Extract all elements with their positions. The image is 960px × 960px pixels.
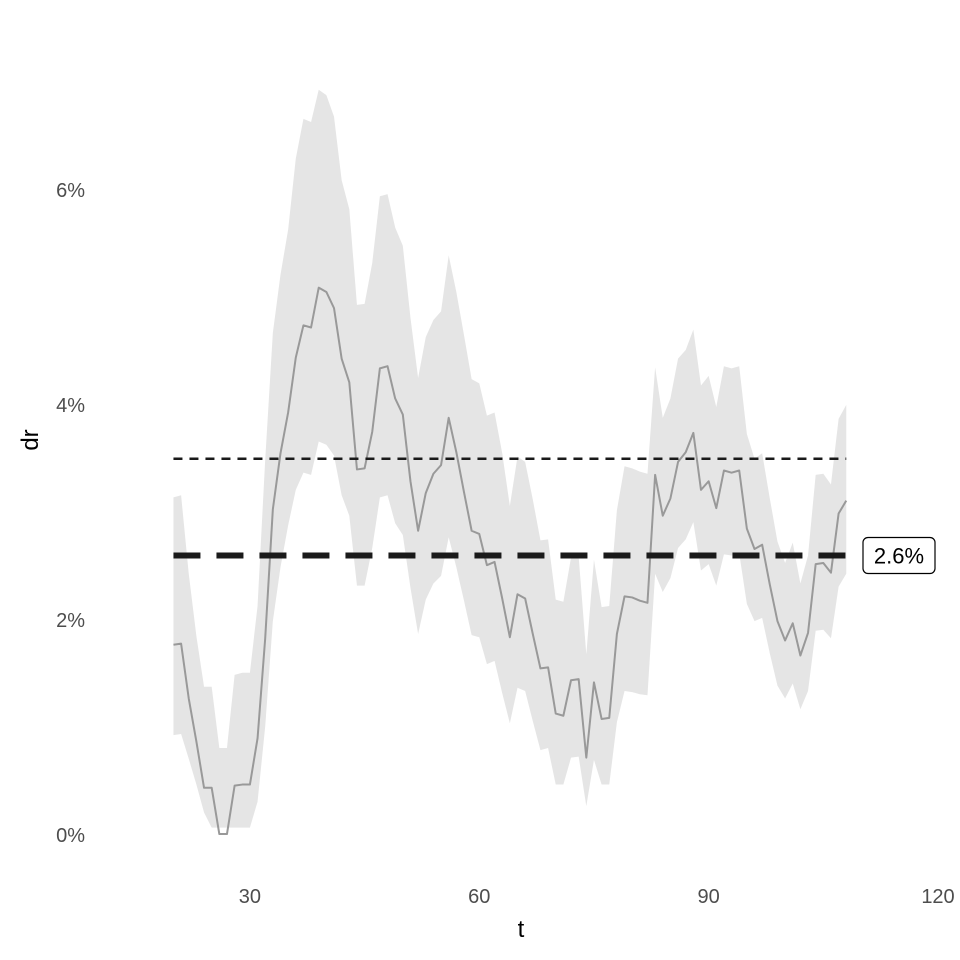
x-tick-label: 120: [921, 886, 954, 908]
x-axis-title: t: [518, 916, 525, 943]
reference-lines-layer: [173, 457, 847, 559]
x-axis-ticks: 30 60 90 120: [239, 886, 955, 908]
y-tick-label: 6%: [56, 180, 85, 202]
confidence-band: [173, 89, 847, 828]
series-line-layer: [173, 286, 848, 836]
reference-label-text: 2.6%: [874, 543, 924, 568]
y-tick-label: 4%: [56, 395, 85, 417]
reference-end-label: 2.6%: [862, 536, 936, 575]
x-tick-label: 60: [468, 886, 490, 908]
confidence-band-layer: [173, 89, 847, 828]
series-line: [173, 286, 848, 836]
reference-label-box: [862, 536, 936, 575]
y-tick-label: 0%: [56, 825, 85, 847]
x-tick-label: 30: [239, 886, 261, 908]
y-tick-label: 2%: [56, 610, 85, 632]
x-tick-label: 90: [698, 886, 720, 908]
y-axis-ticks: 0% 2% 4% 6%: [56, 180, 85, 847]
y-axis-title: dr: [17, 429, 44, 450]
